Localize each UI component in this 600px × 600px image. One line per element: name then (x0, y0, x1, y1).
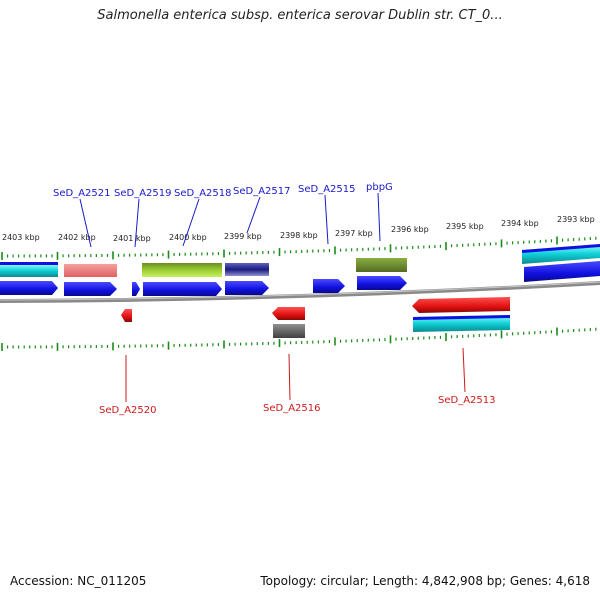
minus-strand-genes (121, 297, 510, 338)
scale-label: 2395 kbp (446, 222, 484, 231)
gene-arrow-minus[interactable] (272, 307, 305, 320)
gene-arrow-plus[interactable] (132, 282, 140, 296)
genome-backbone (0, 281, 600, 303)
scale-label: 2394 kbp (501, 219, 539, 228)
scale-label: 2396 kbp (391, 225, 429, 234)
gene-label[interactable]: SeD_A2521 (53, 188, 111, 199)
gene-arrow-plus[interactable] (64, 282, 117, 296)
gene-arrow-plus[interactable] (0, 281, 58, 295)
genome-summary-text: Topology: circular; Length: 4,842,908 bp… (260, 574, 590, 588)
gene-arrow-minus[interactable] (412, 297, 510, 313)
scale-label: 2400 kbp (169, 233, 207, 242)
accession-text: Accession: NC_011205 (10, 574, 147, 588)
gray-feature-block[interactable] (273, 324, 305, 338)
gene-label[interactable]: SeD_A2517 (233, 186, 291, 197)
genome-backbone-highlight (0, 281, 600, 301)
scale-label: 2397 kbp (335, 229, 373, 238)
gene-arrow-minus[interactable] (121, 309, 132, 322)
gene-label[interactable]: pbpG (366, 182, 393, 193)
feature-ring-top (0, 244, 600, 277)
scale-ticks-bottom (1, 327, 597, 351)
navy-feature-block[interactable] (225, 263, 269, 276)
plus-strand-genes (0, 261, 600, 296)
label-leaders (79, 192, 466, 402)
gene-arrow-plus[interactable] (313, 279, 345, 293)
scale-label: 2402 kbp (58, 233, 96, 242)
scale-label: 2393 kbp (557, 215, 595, 224)
gene-arrow-plus[interactable] (143, 282, 222, 296)
scale-label: 2398 kbp (280, 231, 318, 240)
gene-arrow-plus[interactable] (524, 261, 600, 282)
olive-feature-block[interactable] (356, 258, 407, 272)
map-title: Salmonella enterica subsp. enterica sero… (97, 8, 503, 23)
gene-label[interactable]: SeD_A2520 (99, 405, 157, 416)
gene-label[interactable]: SeD_A2513 (438, 395, 496, 406)
scale-label: 2401 kbp (113, 234, 151, 243)
scale-label: 2399 kbp (224, 232, 262, 241)
gene-arrow-plus[interactable] (225, 281, 269, 295)
gene-label[interactable]: SeD_A2518 (174, 188, 232, 199)
gene-arrow-plus[interactable] (357, 276, 407, 290)
gene-label[interactable]: SeD_A2516 (263, 403, 321, 414)
salmon-feature-block[interactable] (64, 264, 117, 277)
scale-ticks-top (1, 236, 597, 260)
scale-label: 2403 kbp (2, 233, 40, 242)
lime-feature-block[interactable] (142, 263, 222, 277)
gene-label[interactable]: SeD_A2515 (298, 184, 356, 195)
gene-label[interactable]: SeD_A2519 (114, 188, 172, 199)
cyan-feature-block[interactable] (0, 264, 58, 277)
